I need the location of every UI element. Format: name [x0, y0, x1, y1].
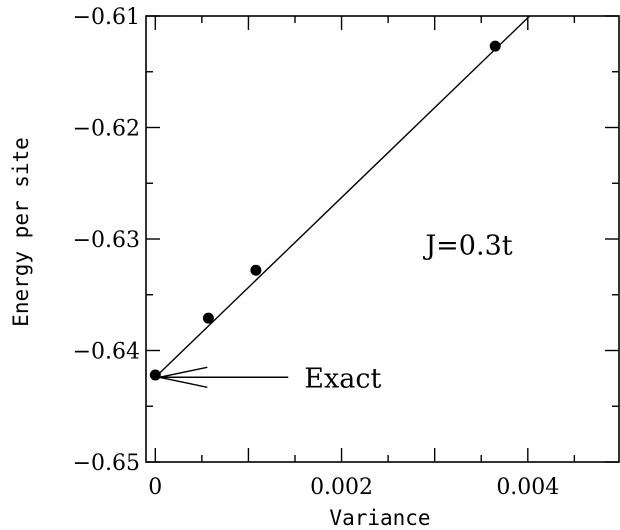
exact-arrow-head-lower [159, 376, 208, 388]
x-tick-label: 0 [148, 475, 162, 500]
plot-frame [145, 15, 620, 463]
data-point [250, 264, 262, 276]
x-axis-label: Variance [329, 506, 430, 530]
exact-label: Exact [304, 363, 381, 394]
fit-line [154, 15, 531, 378]
axis-ticks: −0.61 −0.62 −0.63 −0.64 −0.65 0 0.002 0.004 [73, 5, 619, 500]
y-tick-label: −0.61 [73, 5, 140, 30]
data-point [489, 40, 501, 52]
coupling-label: J=0.3t [422, 231, 512, 262]
x-tick-label: 0.004 [496, 475, 559, 500]
y-tick-label: −0.62 [73, 117, 140, 142]
y-tick-label: −0.63 [73, 228, 140, 253]
y-tick-label: −0.64 [73, 340, 140, 365]
data-point [202, 312, 214, 324]
y-axis-label: Energy per site [9, 137, 33, 327]
x-tick-label: 0.002 [310, 475, 373, 500]
y-tick-label: −0.65 [73, 451, 140, 476]
exact-arrow-head-upper [159, 366, 208, 378]
data-point [149, 369, 161, 381]
data-points [149, 40, 501, 381]
linear-fit-line [154, 15, 531, 378]
annotations: J=0.3t Exact [159, 231, 513, 394]
plot-border [145, 15, 620, 463]
